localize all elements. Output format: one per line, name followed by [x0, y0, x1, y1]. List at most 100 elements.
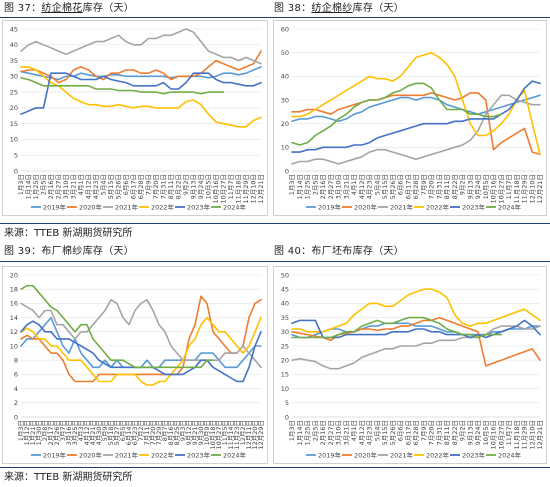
chart-40-y-tick-label: 5 — [285, 399, 289, 407]
chart-38-x-tick-label: 4月23日 — [366, 174, 374, 199]
chart-39-x-tick-label: 3月25日 — [71, 420, 79, 445]
chart-38-series-4-line — [291, 51, 541, 156]
chart-40-y-tick-label: 50 — [281, 271, 289, 279]
chart-39-x-tick-label: 7月29日 — [155, 420, 163, 445]
chart-37-x-tick-label: 2月27日 — [55, 174, 63, 199]
chart-38-legend-label: 2024年 — [498, 202, 522, 211]
chart-39-title-prefix: 图 39： — [4, 246, 42, 257]
chart-38-y-tick-label: 20 — [281, 120, 289, 128]
chart-40-x-tick-label: 9月13日 — [466, 420, 474, 445]
chart-39-title: 图 39：布厂棉纱库存（天） — [4, 246, 134, 258]
chart-39-x-tick-label: 4月21日 — [89, 420, 97, 445]
chart-40-y-tick-label: 20 — [281, 357, 289, 365]
chart-40-x-tick-label: 4月23日 — [366, 420, 374, 445]
chart-37-x-tick-label: 1月3日 — [17, 174, 25, 195]
source-text-top: 来源：TTEB 新湖期货研究所 — [4, 228, 133, 239]
chart-38-x-tick-label: 1月25日 — [304, 174, 312, 199]
chart-37-y-tick-label: 30 — [10, 73, 18, 81]
chart-37-legend-label: 2023年 — [187, 202, 211, 211]
chart-39-panel: 0 2 4 6 8 10 12 14 16 18 20 1月3日 1月12日 1月21日 1月30日 2月8日… — [2, 266, 268, 464]
chart-39-x-tick-label: 1月21日 — [29, 420, 37, 445]
chart-39-legend-label: 2020年 — [79, 450, 103, 459]
chart-40-series-6-line — [291, 316, 503, 339]
chart-37-title-underlined: 纺企棉花 — [41, 3, 83, 14]
chart-40-x-tick-label: 7月31日 — [435, 420, 443, 445]
chart-37-x-tick-label: 6月6日 — [122, 174, 130, 195]
chart-37-x-tick-label: 4月23日 — [92, 174, 100, 199]
chart-39-x-tick-label: 11月23日 — [233, 420, 241, 450]
chart-38-y-tick-label: 30 — [281, 96, 289, 104]
chart-37-y-tick-label: 35 — [10, 57, 18, 65]
chart-40-x-tick-label: 2月27日 — [327, 420, 335, 445]
chart-39-x-tick-label: 4月3日 — [77, 420, 85, 441]
chart-37-x-tick-label: 9月2日 — [182, 174, 190, 195]
chart-40-x-tick-label: 8月22日 — [451, 420, 459, 445]
chart-38-x-tick-label: 4月1日 — [350, 174, 358, 195]
chart-38-x-tick-label: 11月29日 — [521, 174, 529, 204]
chart-40-panel: 0 5 10 15 20 25 30 35 40 45 50 1月3日 1月14日 1月25日 2月5日 2月… — [273, 266, 547, 464]
chart-38-legend-label: 2020年 — [354, 202, 378, 211]
chart-40-legend-label: 2022年 — [426, 450, 450, 459]
chart-37-x-tick-label: 12月21日 — [257, 174, 265, 204]
chart-37-legend-label: 2021年 — [115, 202, 139, 211]
chart-37-x-tick-label: 5月15日 — [107, 174, 115, 199]
chart-38-x-tick-label: 7月20日 — [428, 174, 436, 199]
chart-38-panel: 0 10 20 30 40 50 60 1月3日 1月14日 1月25日 2月5日 2月16日 2月27… — [273, 20, 547, 216]
chart-40-x-tick-label: 11月29日 — [521, 420, 529, 450]
chart-37-x-tick-label: 2月16日 — [47, 174, 55, 199]
chart-39-x-tick-label: 3月16日 — [65, 420, 73, 445]
chart-40-y-tick-label: 35 — [281, 314, 289, 322]
chart-40-x-tick-label: 12月10日 — [528, 420, 536, 450]
chart-37-x-tick-label: 4月12日 — [85, 174, 93, 199]
chart-40-x-tick-label: 10月27日 — [497, 420, 505, 450]
chart-39-x-tick-label: 4月30日 — [95, 420, 103, 445]
chart-37-legend-label: 2020年 — [79, 202, 103, 211]
chart-38-x-tick-label: 5月4日 — [373, 174, 381, 195]
chart-40-title-prefix: 图 40： — [274, 246, 312, 257]
chart-40-x-tick-label: 6月28日 — [412, 420, 420, 445]
chart-39-series-4-line — [20, 316, 262, 386]
chart-38-series-1-line — [291, 94, 541, 123]
chart-38-x-tick-label: 4月12日 — [358, 174, 366, 199]
chart-39-series-6-line — [20, 284, 214, 369]
chart-38-svg: 0 10 20 30 40 50 60 1月3日 1月14日 1月25日 2月5日 2月16日 2月27… — [281, 25, 544, 211]
chart-38-x-tick-label: 9月13日 — [466, 174, 474, 199]
chart-37-x-tick-label: 5月26日 — [115, 174, 123, 199]
chart-37-panel: 0 5 10 15 20 25 30 35 40 45 1月3日 1月14日 1月25日 2月5日 2月16… — [2, 20, 268, 216]
chart-39-x-tick-label: 1月30日 — [35, 420, 43, 445]
chart-40-series-4-line — [291, 288, 541, 333]
chart-40-x-tick-label: 10月16日 — [490, 420, 498, 450]
chart-37-y-tick-label: 40 — [10, 41, 18, 49]
chart-37-x-tick-label: 3月10日 — [62, 174, 70, 199]
chart-40-x-tick-label: 7月9日 — [420, 420, 428, 441]
chart-39-x-tick-label: 6月14日 — [125, 420, 133, 445]
chart-40-x-tick-label: 3月10日 — [335, 420, 343, 445]
chart-39-x-tick-label: 1月3日 — [17, 420, 25, 441]
chart-37-y-tick-label: 45 — [10, 25, 18, 33]
chart-40-x-tick-label: 4月12日 — [358, 420, 366, 445]
chart-37-x-tick-label: 6月17日 — [130, 174, 138, 199]
chart-38-x-tick-label: 1月3日 — [288, 174, 296, 195]
chart-38-legend-label: 2021年 — [390, 202, 414, 211]
chart-37-x-tick-label: 10月27日 — [220, 174, 228, 204]
chart-40-y-tick-label: 40 — [281, 300, 289, 308]
title-rule-bottom — [0, 261, 550, 262]
chart-38-legend-label: 2022年 — [426, 202, 450, 211]
chart-40-x-tick-label: 9月2日 — [459, 420, 467, 441]
chart-39-legend-label: 2021年 — [115, 450, 139, 459]
chart-39-series-3-line — [20, 299, 262, 369]
chart-37-series-6-line — [20, 77, 225, 95]
chart-39-x-tick-label: 6月23日 — [131, 420, 139, 445]
chart-40-series-5-line — [291, 319, 541, 339]
chart-39-y-tick-label: 8 — [14, 357, 18, 365]
chart-40-legend-label: 2019年 — [318, 450, 342, 459]
chart-38-series-2-line — [291, 92, 541, 156]
chart-39-y-tick-label: 16 — [10, 300, 18, 308]
chart-39-x-tick-label: 8月7日 — [161, 420, 169, 441]
chart-39-x-tick-label: 11月5日 — [221, 420, 229, 445]
chart-39-x-tick-label: 9月3日 — [179, 420, 187, 441]
chart-39-legend-label: 2023年 — [187, 450, 211, 459]
chart-38-x-tick-label: 8月22日 — [451, 174, 459, 199]
chart-39-x-tick-label: 7月20日 — [149, 420, 157, 445]
chart-37-title-prefix: 图 37： — [4, 3, 42, 14]
